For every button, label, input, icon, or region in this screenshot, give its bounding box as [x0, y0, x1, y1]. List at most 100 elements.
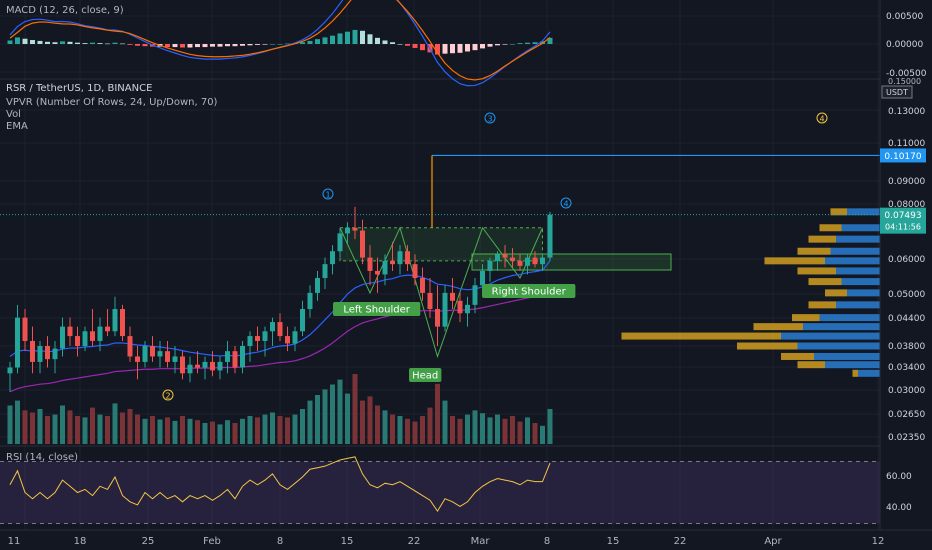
time-tick: Apr — [764, 536, 782, 547]
rsi-band — [0, 461, 880, 524]
candle-body — [322, 264, 328, 278]
wave-2-label: 2 — [165, 391, 170, 400]
volume-bar — [322, 389, 328, 444]
volume-bar — [435, 383, 440, 444]
volume-bar — [307, 400, 313, 444]
volume-bar — [330, 384, 335, 444]
quote-badge: USDT — [886, 88, 908, 97]
volume-bar — [247, 416, 253, 444]
volume-bar — [547, 409, 553, 444]
candle-body — [405, 251, 410, 265]
candle-body — [465, 304, 470, 314]
macd-hist-bar — [397, 44, 403, 45]
macd-hist-bar — [322, 37, 328, 44]
head-label-bg — [409, 368, 442, 382]
price-tick: 0.03400 — [888, 363, 925, 373]
macd-hist-bar — [262, 44, 268, 45]
volume-bar — [142, 418, 148, 444]
macd-hist-bar — [210, 44, 215, 47]
candle-body — [75, 336, 80, 346]
candle-body — [187, 364, 193, 374]
candle-body — [540, 257, 545, 265]
volume-bar — [367, 396, 373, 444]
time-tick: 15 — [607, 536, 620, 547]
candle-body — [240, 346, 245, 368]
volume-bar — [75, 416, 80, 444]
wave-1-label: 1 — [325, 190, 330, 199]
left-shoulder-label-bg — [333, 302, 421, 316]
volume-bar — [457, 418, 463, 444]
macd-hist-bar — [367, 34, 373, 44]
candle-body — [502, 254, 508, 258]
candle-body — [330, 251, 335, 265]
macd-hist-bar — [510, 44, 515, 45]
volume-profile-down — [737, 342, 798, 350]
macd-hist-bar — [525, 42, 530, 44]
macd-hist-bar — [75, 42, 80, 44]
candle-body — [457, 300, 463, 314]
volume-bar — [37, 409, 43, 444]
volume-profile-down — [819, 224, 842, 232]
wave-3-label: 3 — [487, 114, 492, 123]
volume-bar — [60, 405, 65, 444]
left-shoulder-label: Left Shoulder — [343, 305, 410, 316]
head-shoulders-pattern — [339, 226, 672, 359]
volume-bar — [420, 416, 425, 444]
volume-bar — [67, 410, 73, 444]
volume-profile — [621, 208, 880, 377]
macd-hist-bar — [420, 44, 425, 51]
volume-bar — [397, 416, 403, 444]
macd-hist-bar — [255, 44, 260, 45]
rsi-title[interactable]: RSI (14, close) — [6, 452, 79, 463]
volume-bar — [412, 421, 418, 444]
candle-body — [487, 260, 493, 271]
price-tick: 0.03800 — [888, 342, 925, 352]
candle-body — [255, 336, 260, 341]
rsi-line — [9, 456, 551, 513]
volume-profile-down — [764, 257, 825, 265]
symbol-title[interactable]: RSR / TetherUS, 1D, BINANCE — [6, 83, 153, 94]
macd-hist-bar — [337, 33, 343, 44]
volume-bar — [480, 413, 485, 444]
volume-profile-up — [781, 332, 880, 340]
volume-bar — [240, 418, 245, 444]
indicator-ema[interactable]: EMA — [6, 121, 28, 132]
macd-hist-bar — [195, 44, 200, 48]
candle-body — [450, 292, 455, 301]
volume-bar — [510, 416, 515, 444]
candle-body — [517, 260, 523, 266]
macd-pane — [7, 0, 553, 87]
volume-bar — [442, 400, 448, 444]
indicator-vol[interactable]: Vol — [6, 109, 21, 120]
volume-bar — [277, 416, 283, 444]
candle-body — [90, 331, 95, 341]
macd-hist-bar — [502, 44, 508, 45]
volume-bar — [270, 412, 275, 444]
macd-title[interactable]: MACD (12, 26, close, 9) — [6, 5, 124, 16]
candle-body — [217, 361, 223, 371]
macd-hist-bar — [232, 44, 238, 47]
volume-bar — [532, 423, 538, 444]
macd-hist-bar — [142, 44, 148, 47]
macd-hist-bar — [375, 37, 380, 44]
candle-body — [135, 356, 140, 362]
indicator-vpvr[interactable]: VPVR (Number Of Rows, 24, Up/Down, 70) — [6, 97, 218, 108]
volume-profile-down — [830, 208, 847, 216]
candle-body — [202, 361, 208, 368]
volume-bar — [405, 418, 410, 444]
candle-body — [525, 257, 530, 266]
price-tick: 0.02650 — [888, 410, 925, 420]
volume-bar — [217, 424, 223, 444]
volume-bar — [300, 409, 305, 444]
macd-hist-bar — [37, 40, 43, 44]
wave-2-label-circle — [162, 389, 174, 401]
volume-bar — [382, 410, 388, 444]
candle-body — [105, 326, 110, 332]
rsi-tick: 40.00 — [886, 503, 912, 513]
volume-bar — [285, 417, 290, 444]
candle-body — [442, 292, 448, 327]
volume-bar — [427, 407, 433, 444]
candle-body — [352, 227, 358, 231]
